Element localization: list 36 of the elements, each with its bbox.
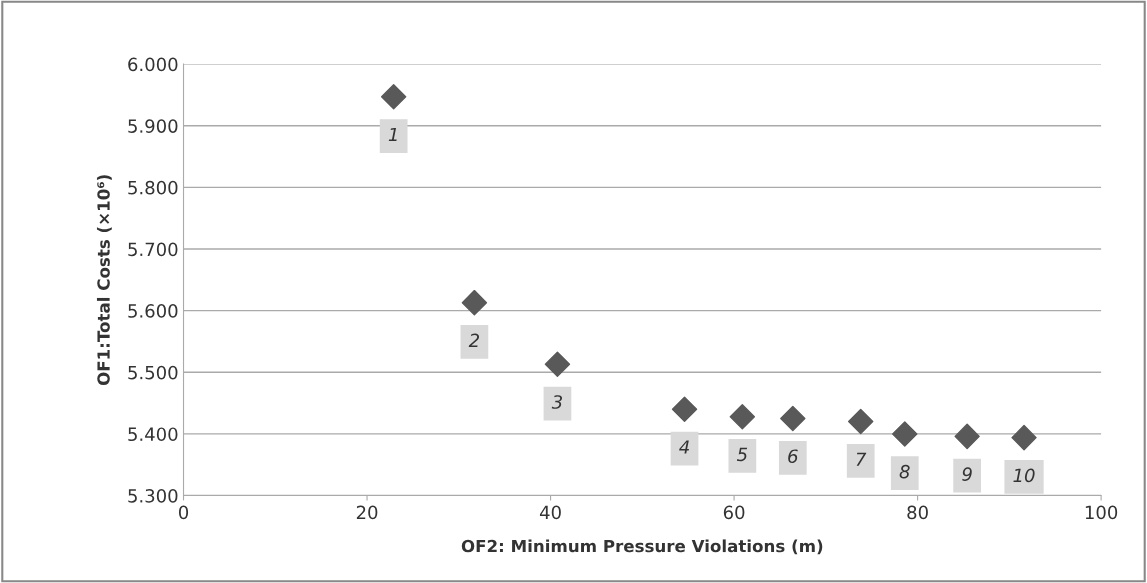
annotation: 10 <box>1013 468 1035 483</box>
point <box>954 423 980 450</box>
point <box>380 84 407 110</box>
x-tick-label: 80 <box>907 505 928 520</box>
point <box>847 408 874 435</box>
point <box>729 403 756 430</box>
annotation: 8 <box>899 464 910 479</box>
x-tick-label: 20 <box>356 505 378 520</box>
annotation: 1 <box>388 127 397 142</box>
point <box>461 289 488 316</box>
annotation: 5 <box>736 447 748 462</box>
x-tick-label: 100 <box>1085 505 1118 520</box>
annotation: 6 <box>788 449 798 464</box>
y-axis-title: OF1:Total Costs (×10⁶) <box>96 175 112 386</box>
point <box>544 351 571 377</box>
y-tick-label: 5.300 <box>128 489 178 503</box>
point <box>780 405 806 432</box>
x-tick-label: 0 <box>178 505 189 520</box>
y-tick-label: 6.000 <box>128 57 178 72</box>
annotation: 2 <box>468 333 480 347</box>
annotation: 4 <box>679 440 689 454</box>
y-tick-label: 5.500 <box>128 365 178 380</box>
annotation: 3 <box>551 395 563 409</box>
annotation: 9 <box>962 467 972 481</box>
x-axis-title: OF2: Minimum Pressure Violations (m) <box>461 539 823 555</box>
y-tick-label: 5.400 <box>128 427 178 442</box>
point <box>671 396 698 422</box>
y-tick-label: 5.900 <box>128 119 178 133</box>
x-tick-label: 60 <box>723 505 745 520</box>
point <box>892 421 918 447</box>
y-tick-label: 5.600 <box>128 304 178 318</box>
y-tick-label: 5.800 <box>128 180 178 195</box>
point <box>1011 424 1037 451</box>
y-tick-label: 5.700 <box>128 242 178 257</box>
x-tick-label: 40 <box>539 505 561 520</box>
annotation: 7 <box>856 452 867 466</box>
